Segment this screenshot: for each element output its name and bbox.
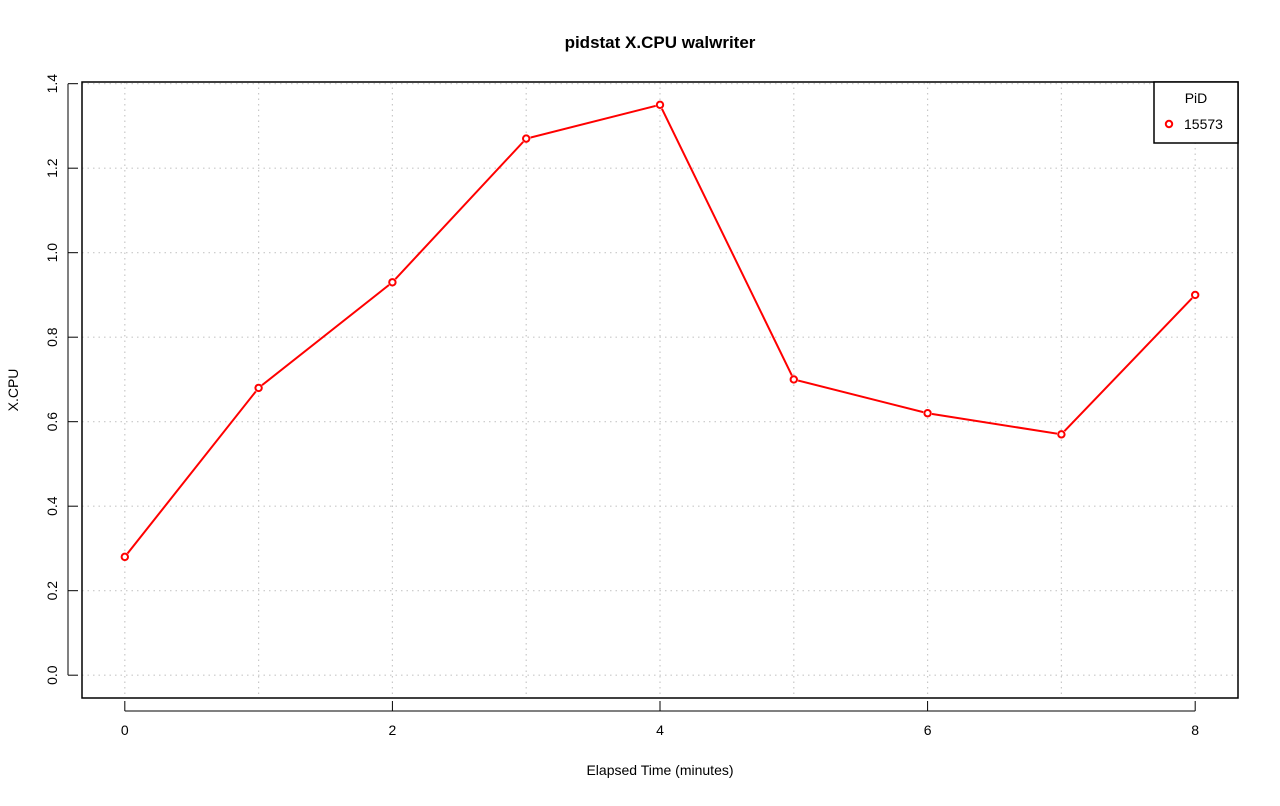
y-tick-label: 1.2 <box>44 158 60 178</box>
x-tick-label: 6 <box>924 722 932 738</box>
legend-title: PiD <box>1185 90 1208 106</box>
x-tick-label: 8 <box>1191 722 1199 738</box>
y-tick-label: 0.2 <box>44 581 60 601</box>
x-axis-label: Elapsed Time (minutes) <box>586 762 733 778</box>
legend-box <box>1153 81 1239 144</box>
data-point <box>923 409 932 418</box>
y-axis-label: X.CPU <box>5 369 21 412</box>
x-tick-label: 0 <box>121 722 129 738</box>
y-tick-label: 0.6 <box>44 412 60 432</box>
y-tick-label: 0.0 <box>44 665 60 685</box>
legend-entry-label: 15573 <box>1184 116 1223 132</box>
y-tick-label: 0.4 <box>44 496 60 516</box>
legend-marker <box>1164 119 1174 129</box>
data-point <box>120 552 130 562</box>
y-tick-label: 0.8 <box>44 327 60 347</box>
x-tick-label: 4 <box>656 722 664 738</box>
chart-title: pidstat X.CPU walwriter <box>565 33 756 52</box>
plot-frame <box>81 81 1239 699</box>
data-point <box>1057 430 1066 439</box>
data-point <box>254 383 263 393</box>
series-layer <box>120 100 1200 562</box>
data-point <box>1190 290 1200 300</box>
data-point <box>655 100 665 110</box>
data-point <box>522 134 531 143</box>
x-tick-label: 2 <box>389 722 397 738</box>
data-point <box>388 278 397 287</box>
y-tick-label: 1.4 <box>44 74 60 94</box>
grid-layer <box>82 82 1238 698</box>
data-point <box>789 375 798 384</box>
legend: PiD 15573 <box>1153 81 1239 144</box>
axes-layer: 0 2 4 6 8 0.0 0.2 0.4 0.6 0.8 1.0 1.2 1.4 <box>44 74 1239 738</box>
y-tick-label: 1.0 <box>44 243 60 263</box>
